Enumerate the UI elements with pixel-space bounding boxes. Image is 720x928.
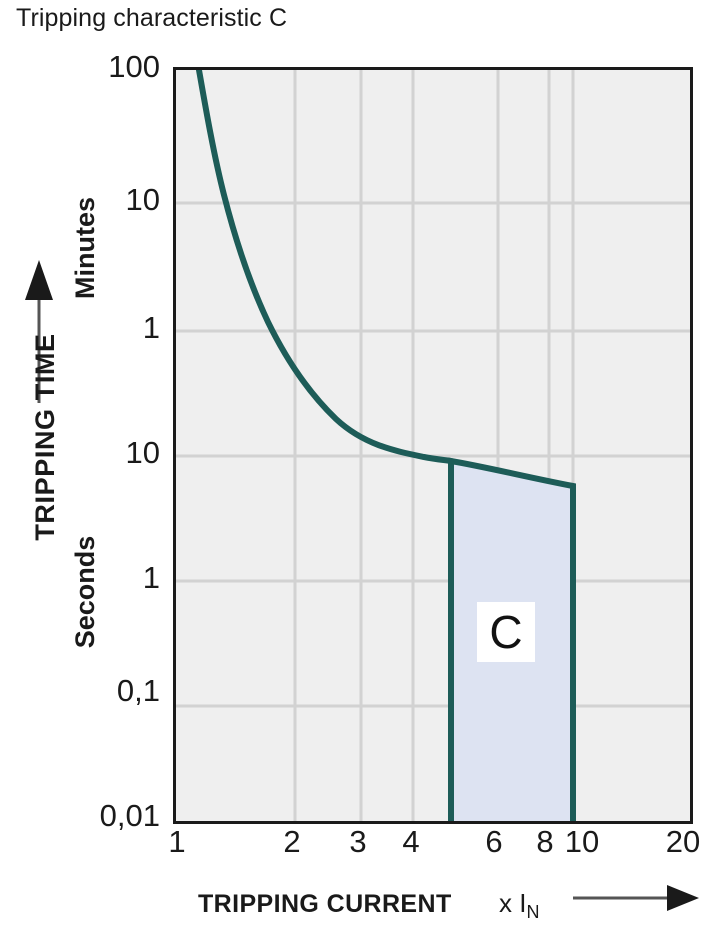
y-tick-1-second: 1 xyxy=(142,560,160,595)
y-tick-10-seconds: 10 xyxy=(125,435,160,470)
y-tick-1-minute: 1 xyxy=(142,310,160,345)
horizontal-gridlines xyxy=(176,201,690,708)
x-tick-20: 20 xyxy=(665,824,701,859)
x-tick-4: 4 xyxy=(402,824,420,859)
x-axis-unit-prefix: x xyxy=(499,888,512,918)
x-axis-title: TRIPPING CURRENT xyxy=(198,890,452,918)
x-tick-1: 1 xyxy=(168,824,186,859)
plot-area xyxy=(173,67,693,824)
y-tick-0-01-seconds: 0,01 xyxy=(99,798,160,833)
y-tick-100-minutes: 100 xyxy=(108,49,160,84)
y-axis-arrow-icon xyxy=(25,260,53,403)
x-axis-arrow-icon xyxy=(573,885,699,911)
x-tick-6: 6 xyxy=(485,824,503,859)
x-tick-2: 2 xyxy=(283,824,301,859)
x-axis-unit-symbol: I xyxy=(519,888,527,918)
x-tick-8: 8 xyxy=(536,824,554,859)
plot-graphics xyxy=(176,70,690,821)
y-tick-10-minutes: 10 xyxy=(125,182,160,217)
tripping-curve xyxy=(196,70,454,464)
tripping-band-outline xyxy=(448,457,576,821)
y-axis-tick-labels: 100 10 1 10 1 0,1 0,01 xyxy=(0,0,160,928)
band-label-c: C xyxy=(477,602,535,662)
x-axis-unit: x IN xyxy=(499,888,539,923)
x-tick-3: 3 xyxy=(349,824,367,859)
x-tick-10: 10 xyxy=(564,824,600,859)
page-title: Tripping characteristic C xyxy=(16,4,288,32)
y-tick-0-1-seconds: 0,1 xyxy=(116,673,160,708)
x-axis-unit-subscript: N xyxy=(526,902,540,923)
